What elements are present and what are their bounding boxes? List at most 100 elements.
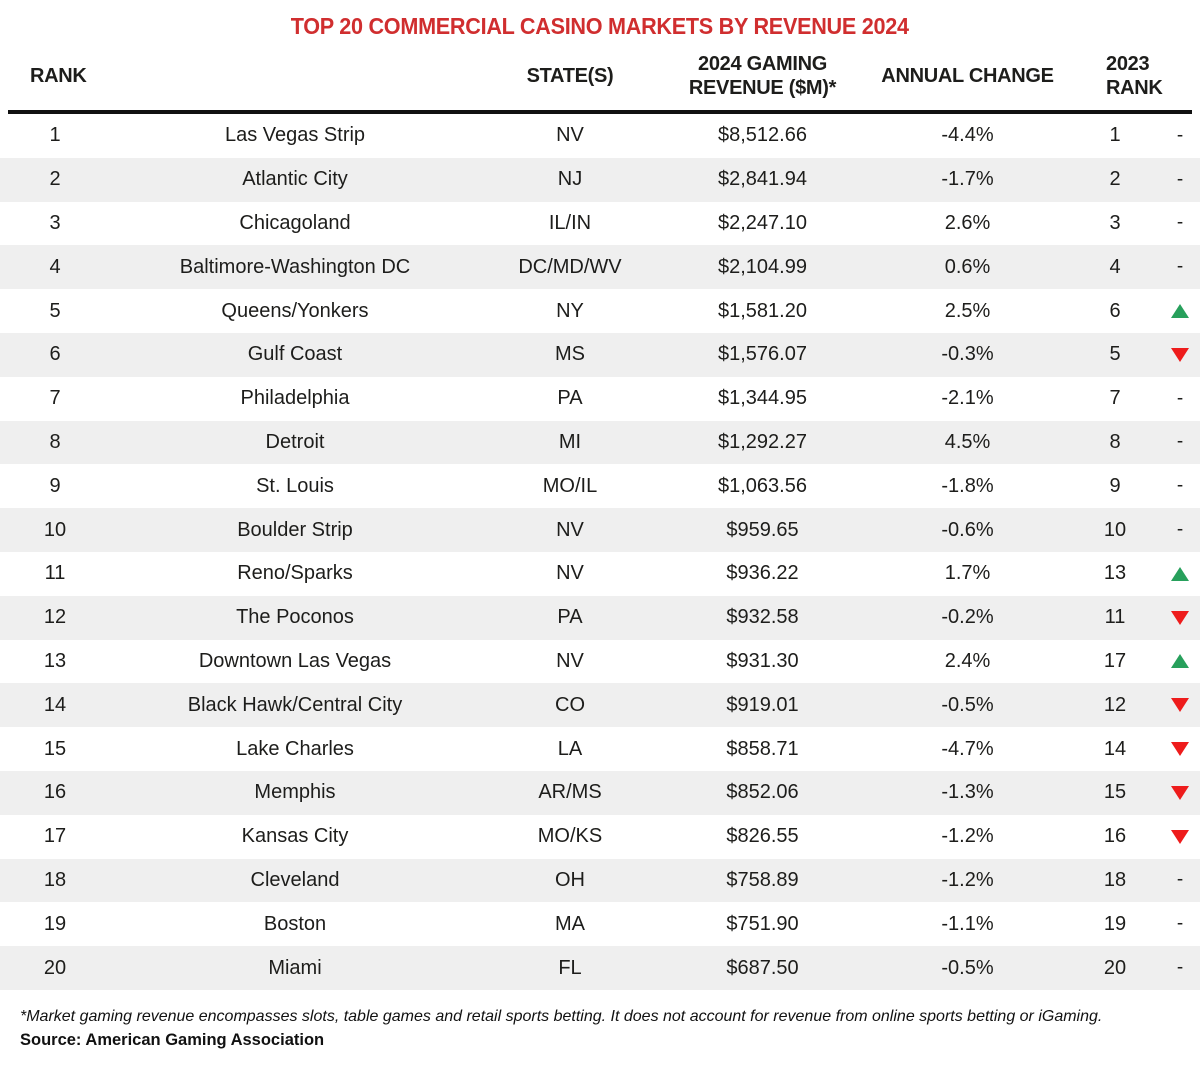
cell-market: Chicagoland [239,211,351,234]
col-header-rank: RANK [30,65,87,87]
cell-states: NV [556,518,584,541]
cell-revenue: $931.30 [726,649,799,672]
cell-rank: 6 [49,343,61,366]
page-title-text: TOP 20 COMMERCIAL CASINO MARKETS BY REVE… [290,13,909,39]
cell-2023-rank: 16 [1103,825,1127,848]
rank-down-arrow-icon [1171,829,1189,844]
no-change-dash: - [1176,519,1184,541]
table-row: 18 Cleveland OH $758.89 -1.2% 18 - [0,858,1200,903]
source-credit: Source: American Gaming Association [20,1030,325,1049]
cell-annual-change: 0.6% [944,255,991,278]
cell-revenue: $751.90 [726,912,799,935]
cell-market: Queens/Yonkers [221,299,369,322]
cell-revenue: $2,247.10 [718,211,807,234]
table-row: 3 Chicagoland IL/IN $2,247.10 2.6% 3 - [0,202,1200,246]
cell-movement: - [1160,913,1200,935]
cell-market: Miami [268,956,322,979]
cell-annual-change: -0.3% [941,343,994,366]
table-row: 4 Baltimore-Washington DC DC/MD/WV $2,10… [0,245,1200,290]
cell-revenue: $852.06 [726,781,799,804]
cell-market: Boston [263,912,327,935]
rank-down-arrow-icon [1171,347,1189,362]
cell-annual-change: -0.5% [941,956,994,979]
cell-annual-change: 2.5% [944,299,991,322]
table-row: 9 St. Louis MO/IL $1,063.56 -1.8% 9 - [0,464,1200,508]
cell-rank: 1 [49,124,61,147]
no-change-dash: - [1176,124,1184,146]
cell-annual-change: 4.5% [944,430,991,453]
cell-rank: 13 [43,649,67,672]
rank-up-arrow-icon [1171,304,1189,319]
table-row: 8 Detroit MI $1,292.27 4.5% 8 - [0,420,1200,465]
cell-states: PA [557,387,583,410]
cell-movement [1160,785,1200,800]
cell-2023-rank: 6 [1109,299,1121,322]
cell-movement [1160,304,1200,319]
cell-2023-rank: 12 [1103,693,1127,716]
cell-states: FL [558,956,582,979]
cell-movement [1160,347,1200,362]
col-header-2023-rank-line1: 2023 [1106,53,1150,75]
rank-down-arrow-icon [1171,698,1189,713]
cell-annual-change: 2.6% [944,211,991,234]
cell-revenue: $1,292.27 [718,430,807,453]
col-header-states: STATE(S) [526,65,614,87]
cell-2023-rank: 10 [1103,518,1127,541]
table-row: 20 Miami FL $687.50 -0.5% 20 - [0,946,1200,990]
cell-annual-change: -0.6% [941,518,994,541]
cell-states: NV [556,124,584,147]
cell-revenue: $932.58 [726,606,799,629]
cell-rank: 17 [43,825,67,848]
cell-2023-rank: 8 [1109,430,1121,453]
no-change-dash: - [1176,387,1184,409]
table-row: 13 Downtown Las Vegas NV $931.30 2.4% 17 [0,640,1200,684]
cell-rank: 14 [43,693,67,716]
cell-states: DC/MD/WV [518,255,622,278]
cell-market: Memphis [254,781,336,804]
cell-revenue: $1,576.07 [718,343,807,366]
cell-annual-change: -4.7% [941,737,994,760]
cell-movement [1160,742,1200,757]
cell-rank: 3 [49,211,61,234]
no-change-dash: - [1176,256,1184,278]
cell-2023-rank: 4 [1109,255,1121,278]
cell-2023-rank: 5 [1109,343,1121,366]
cell-2023-rank: 19 [1103,912,1127,935]
cell-revenue: $2,104.99 [718,255,807,278]
no-change-dash: - [1176,869,1184,891]
cell-market: Black Hawk/Central City [187,693,403,716]
no-change-dash: - [1176,212,1184,234]
cell-2023-rank: 2 [1109,168,1121,191]
table-row: 19 Boston MA $751.90 -1.1% 19 - [0,902,1200,946]
cell-market: Baltimore-Washington DC [179,255,411,278]
cell-movement: - [1160,169,1200,191]
cell-annual-change: -0.5% [941,693,994,716]
header-divider [8,110,1192,114]
cell-annual-change: -2.1% [941,387,994,410]
table-header-row: RANK STATE(S) 2024 GAMING REVENUE ($M)* … [0,42,1200,110]
cell-market: St. Louis [256,474,334,497]
cell-market: Downtown Las Vegas [198,649,392,672]
table-row: 10 Boulder Strip NV $959.65 -0.6% 10 - [0,508,1200,552]
cell-states: NJ [557,168,583,191]
cell-movement [1160,566,1200,581]
rank-down-arrow-icon [1171,610,1189,625]
casino-table: RANK STATE(S) 2024 GAMING REVENUE ($M)* … [0,42,1200,990]
cell-movement [1160,610,1200,625]
cell-rank: 11 [44,562,66,585]
footnote: *Market gaming revenue encompasses slots… [20,1007,1103,1025]
cell-states: LA [557,737,583,760]
cell-states: NV [556,562,584,585]
cell-rank: 2 [49,168,61,191]
cell-market: Boulder Strip [237,518,353,541]
cell-annual-change: 2.4% [944,649,991,672]
col-header-2023-rank-line2: RANK [1106,77,1163,99]
cell-2023-rank: 9 [1109,474,1121,497]
cell-revenue: $687.50 [726,956,799,979]
cell-movement: - [1160,256,1200,278]
cell-movement: - [1160,212,1200,234]
cell-annual-change: 1.7% [944,562,991,585]
table-row: 12 The Poconos PA $932.58 -0.2% 11 [0,595,1200,640]
cell-states: MS [555,343,585,366]
